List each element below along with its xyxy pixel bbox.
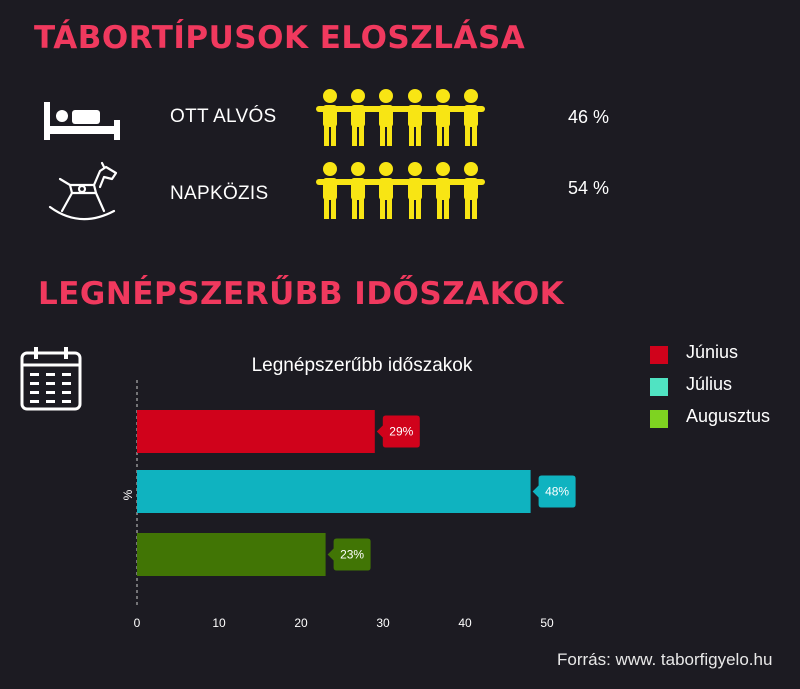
x-tick-label: 30 [376,616,390,630]
person-icon [351,89,365,146]
bar[interactable] [137,470,531,513]
camp-type-percent: 46 % [568,107,610,127]
camp-type-row-overnight: OTT ALVÓS 46 % [0,80,800,150]
camp-type-percent: 54 % [568,178,610,198]
person-icon [379,162,393,219]
legend-swatch [650,410,668,428]
legend-swatch [650,346,668,364]
legend-swatch [650,378,668,396]
bars-group: 29% 48% 23% [137,410,576,576]
x-tick-label: 50 [540,616,554,630]
bar-chart: Legnépszerűbb időszakok % 29% 48% 23% 0 10 2… [121,355,576,630]
x-tick-label: 10 [212,616,226,630]
legend-label: Augusztus [686,406,771,426]
person-icon [408,89,422,146]
chart-title: Legnépszerűbb időszakok [252,355,473,376]
legend-label: Június [686,342,739,362]
data-label-bubble [376,415,420,448]
data-label-bubble [327,538,371,571]
linked-arms [316,179,485,185]
data-label: 48% [545,485,569,499]
people-icon-group [316,89,485,146]
person-icon [408,162,422,219]
rocking-horse-icon [48,161,118,221]
people-icon-group [316,162,485,219]
source-text: Forrás: www. taborfigyelo.hu [557,650,773,669]
person-icon [464,89,478,146]
data-label-bubble [532,475,576,508]
section-title-camp-types: TÁBORTÍPUSOK ELOSZLÁSA [34,20,526,56]
person-icon [436,162,450,219]
person-icon [323,162,337,219]
bar[interactable] [137,533,326,576]
person-icon [464,162,478,219]
legend-label: Július [686,374,733,394]
person-icon [351,162,365,219]
bar[interactable] [137,410,375,453]
x-tick-label: 0 [134,616,141,630]
x-tick-labels: 0 10 20 30 40 50 [134,616,554,630]
linked-arms [316,106,485,112]
person-icon [436,89,450,146]
person-icon [379,89,393,146]
person-icon [323,89,337,146]
x-tick-label: 20 [294,616,308,630]
section-title-popular-periods: LEGNÉPSZERŰBB IDŐSZAKOK [38,276,565,312]
calendar-icon [20,347,82,411]
bed-icon [44,102,120,140]
data-label: 29% [389,425,413,439]
camp-type-row-day: NAPKÖZIS 54 % [0,155,800,225]
y-axis-label: % [121,489,135,500]
camp-type-label: OTT ALVÓS [170,106,277,127]
camp-type-label: NAPKÖZIS [170,183,269,204]
data-label: 23% [340,548,364,562]
x-tick-label: 40 [458,616,472,630]
